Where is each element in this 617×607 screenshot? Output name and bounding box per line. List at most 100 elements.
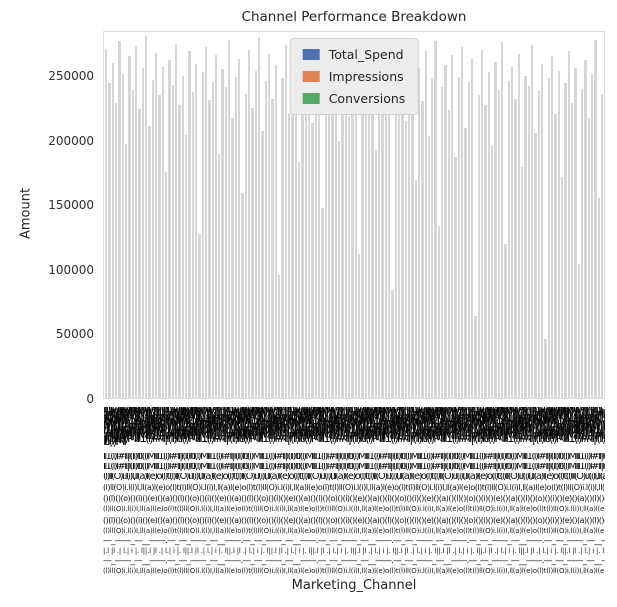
bar <box>407 84 411 398</box>
bar <box>144 35 148 398</box>
x-tick-smudge-row: Il1(l)I#lI|l(Il)ltI(l)MlIl1(l)I#lI|l(Il)… <box>103 407 605 448</box>
bar <box>174 43 178 398</box>
bar <box>204 47 208 398</box>
bar <box>474 315 477 398</box>
bar <box>494 61 497 398</box>
bar <box>154 52 158 398</box>
legend-swatch-total-spend <box>302 49 320 60</box>
bar <box>487 71 491 398</box>
bar <box>577 264 580 398</box>
bar <box>554 114 557 398</box>
bar <box>507 80 511 398</box>
bar <box>521 166 524 398</box>
y-tick-label: 150000 <box>48 198 94 213</box>
bar <box>181 75 184 398</box>
bar <box>111 62 114 398</box>
bar <box>594 39 597 398</box>
bar <box>550 56 554 398</box>
bar <box>261 130 264 398</box>
legend-label-impressions: Impressions <box>328 69 404 84</box>
bar <box>431 78 434 398</box>
y-axis-label: Amount <box>18 187 34 240</box>
x-tick-smudge-row: (l)ll(O)i.l(i)I,ll(a)l(e)o(l)t(l)ll(O)i.… <box>103 527 605 535</box>
y-tick-label: 100000 <box>48 262 94 277</box>
bar <box>587 118 590 398</box>
bar <box>271 98 274 398</box>
bar <box>567 51 570 398</box>
bar <box>294 61 298 398</box>
x-tick-smudge-row: ()(l)()(o)()(i)()(e)()(a)()(l)()(o)()(i)… <box>103 516 605 525</box>
bar <box>198 233 201 398</box>
bar <box>134 46 138 398</box>
bar <box>168 60 171 398</box>
bar <box>191 92 194 398</box>
bar <box>547 78 550 398</box>
x-tick-smudge-row: (l)ll(O)i.l(i)I,ll(a)l(e)o(l)t(l)ll(O)i.… <box>103 473 605 482</box>
bar <box>258 37 261 398</box>
bar <box>421 101 424 398</box>
bar <box>447 110 451 398</box>
bars-container <box>104 32 604 398</box>
bar <box>531 44 534 398</box>
bar <box>114 102 118 398</box>
bar <box>580 88 584 398</box>
bar <box>178 105 181 398</box>
bar <box>504 243 507 398</box>
bar <box>268 53 271 398</box>
bar <box>451 55 454 398</box>
bar <box>284 44 288 398</box>
bar <box>164 172 168 398</box>
bar <box>384 79 387 398</box>
bar <box>374 150 377 398</box>
bar <box>597 197 600 398</box>
bar <box>590 74 594 398</box>
bar <box>361 88 364 398</box>
x-tick-smudge-row: (l)ll(O)i.l(i)I,ll(a)l(e)o(l)t(l)ll(O)i.… <box>103 567 605 575</box>
bar <box>281 78 284 398</box>
bar <box>314 83 317 398</box>
x-axis-label: Marketing_Channel <box>291 578 417 593</box>
y-tick-label: 0 <box>86 392 94 406</box>
bar <box>138 109 141 398</box>
bar <box>371 69 374 398</box>
bar <box>308 42 311 398</box>
bar <box>427 136 431 398</box>
bar <box>341 75 344 398</box>
bar <box>128 56 131 398</box>
y-tick-label: 50000 <box>55 327 94 342</box>
bar <box>241 192 244 398</box>
bar <box>301 73 304 398</box>
bar <box>214 55 218 398</box>
y-tick-label: 250000 <box>48 69 94 84</box>
bar <box>524 75 527 398</box>
plot-area: Total_Spend Impressions Conversions <box>103 31 605 399</box>
bar <box>251 107 254 398</box>
bar <box>401 43 404 398</box>
bar <box>411 62 414 398</box>
bar <box>437 225 441 398</box>
bar <box>248 49 251 398</box>
bar <box>600 93 604 398</box>
legend-label-conversions: Conversions <box>328 91 406 106</box>
bar <box>540 64 544 398</box>
bar <box>321 207 324 398</box>
bar <box>434 41 437 398</box>
x-tick-smudge-row: ()(l)()(o)()(i)()(e)()(a)()(l)()(o)()(i)… <box>103 494 605 503</box>
bar <box>327 66 331 398</box>
legend-swatch-conversions <box>302 93 320 104</box>
bar <box>298 161 301 398</box>
bar <box>228 39 231 398</box>
bar <box>557 70 560 398</box>
bar <box>467 82 471 398</box>
bar <box>471 58 474 398</box>
bar <box>108 83 111 398</box>
x-tick-smudge-row: Il1(l)I#lI|l(Il)ltI(l)MlIl1(l)I#lI|l(Il)… <box>103 463 605 472</box>
bar <box>231 118 234 398</box>
bar <box>254 70 258 398</box>
bar <box>464 128 467 398</box>
bar <box>511 66 514 398</box>
bar <box>357 254 361 398</box>
legend-label-total-spend: Total_Spend <box>328 47 404 62</box>
bar <box>264 80 268 398</box>
